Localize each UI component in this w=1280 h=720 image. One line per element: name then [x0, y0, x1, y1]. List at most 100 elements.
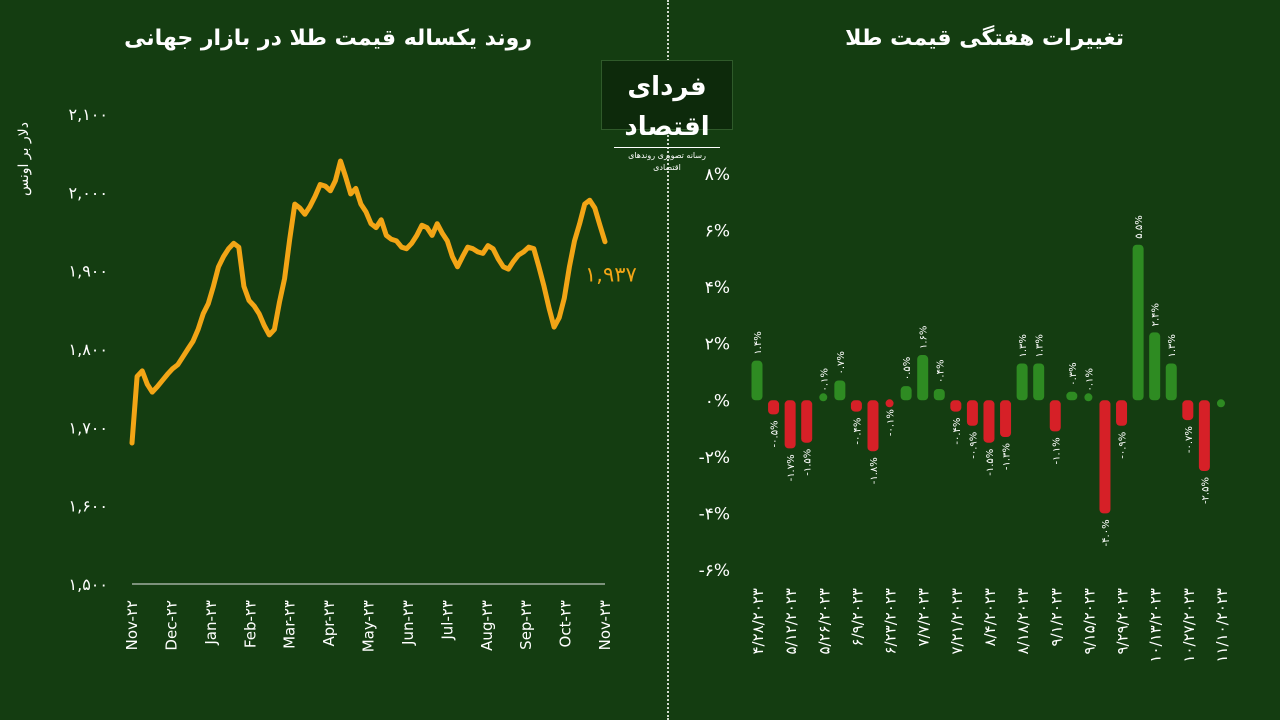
y-tick-label: ۱,۹۰۰	[69, 262, 108, 281]
data-label: -۰.۵%	[770, 420, 781, 447]
line-chart-title: روند یکساله قیمت طلا در بازار جهانی	[124, 26, 532, 51]
x-tick-label: ۸/۴/۲۰۲۳	[981, 588, 999, 646]
data-label: -۴.۰%	[1101, 519, 1112, 546]
data-label: -۰.۹%	[968, 432, 979, 459]
bar	[819, 393, 828, 402]
bar	[801, 400, 813, 443]
x-tick-label: ۶/۲۳/۲۰۲۳	[882, 588, 900, 655]
data-label: -۰.۴%	[852, 418, 863, 445]
data-label: ۰.۵%	[902, 357, 913, 380]
x-tick-label: ۹/۲۹/۲۰۲۳	[1114, 588, 1132, 655]
bar	[885, 399, 894, 408]
x-tick-label: ۸/۱۸/۲۰۲۳	[1014, 588, 1032, 655]
data-label: -۱.۷%	[786, 454, 797, 481]
bar	[966, 400, 978, 426]
x-tick-label: May-۲۳	[360, 600, 378, 652]
x-tick-label: Sep-۲۳	[517, 600, 535, 650]
data-label: ۱.۳%	[1035, 334, 1046, 357]
y-tick-label: ۱,۷۰۰	[69, 418, 108, 437]
x-tick-label: Nov-۲۲	[123, 600, 141, 650]
x-tick-label: Jun-۲۳	[399, 600, 417, 646]
y-tick-label: ۱,۸۰۰	[69, 340, 108, 359]
x-tick-label: Jan-۲۳	[202, 600, 220, 646]
x-tick-label: Feb-۲۳	[241, 600, 259, 648]
x-tick-label: ۶/۹/۲۰۲۳	[848, 588, 866, 646]
bar-chart-title: تغییرات هفتگی قیمت طلا	[845, 26, 1124, 51]
x-tick-label: ۱۰/۲۷/۲۰۲۳	[1180, 588, 1198, 663]
data-label: ۲.۴%	[1151, 303, 1162, 326]
data-label: ۵.۵%	[1134, 215, 1145, 238]
bar	[1132, 244, 1144, 401]
x-tick-label: Nov-۲۳	[596, 600, 614, 650]
x-tick-label: ۵/۱۲/۲۰۲۳	[782, 588, 800, 655]
x-tick-label: Jul-۲۳	[438, 600, 456, 641]
bar	[1182, 400, 1194, 421]
x-tick-label: ۷/۲۱/۲۰۲۳	[948, 588, 966, 655]
data-label: ۱.۴%	[753, 331, 764, 354]
data-label: ۰.۱%	[819, 368, 830, 391]
bar	[834, 380, 846, 401]
data-label: -۰.۱%	[886, 409, 897, 436]
y-tick-label: -۲%	[699, 448, 730, 468]
bar	[1099, 400, 1111, 514]
last-value-label: ۱,۹۳۷	[585, 263, 637, 287]
bar	[1016, 363, 1028, 401]
x-tick-label: Oct-۲۳	[557, 600, 575, 647]
bar	[784, 400, 796, 449]
data-label: ۰.۱%	[1084, 368, 1095, 391]
y-tick-label: ۲,۱۰۰	[69, 105, 108, 124]
bar	[917, 355, 929, 401]
bar	[867, 400, 879, 452]
data-label: ۱.۳%	[1018, 334, 1029, 357]
data-label: -۱.۵%	[985, 449, 996, 476]
x-tick-label: Aug-۲۳	[478, 600, 496, 651]
x-tick-label: ۴/۲۸/۲۰۲۳	[749, 588, 767, 655]
bar	[983, 400, 995, 443]
bar	[1216, 399, 1225, 408]
x-tick-label: Apr-۲۳	[320, 600, 338, 647]
bar	[1149, 332, 1161, 401]
bar	[1116, 400, 1128, 426]
bar	[1084, 393, 1093, 402]
data-label: -۱.۸%	[869, 457, 880, 484]
x-tick-label: ۹/۱۵/۲۰۲۳	[1080, 588, 1098, 655]
bar	[1198, 400, 1210, 471]
data-label: ۰.۳%	[1068, 362, 1079, 385]
y-tick-label: ۴%	[705, 278, 730, 298]
x-tick-label: Mar-۲۳	[281, 600, 299, 649]
bar	[900, 386, 912, 401]
bar	[751, 360, 763, 401]
data-label: -۰.۷%	[1184, 426, 1195, 453]
data-label: ۰.۷%	[836, 351, 847, 374]
y-tick-label: ۸%	[705, 165, 730, 185]
bar	[1000, 400, 1012, 438]
bar	[850, 400, 862, 412]
bar	[1066, 391, 1078, 401]
data-label: ۱.۶%	[919, 326, 930, 349]
y-tick-label: -۴%	[699, 504, 730, 524]
y-tick-label: ۲%	[705, 335, 730, 355]
y-tick-label: ۰%	[705, 391, 730, 411]
data-label: -۰.۴%	[952, 418, 963, 445]
x-tick-label: ۵/۲۶/۲۰۲۳	[815, 588, 833, 655]
y-tick-label: ۱,۵۰۰	[69, 575, 108, 594]
data-label: -۱.۳%	[1002, 443, 1013, 470]
y-tick-label: ۱,۶۰۰	[69, 497, 108, 516]
gold-price-line-chart: ۲,۱۰۰ ۲,۰۰۰ ۱,۹۰۰ ۱,۸۰۰ ۱,۷۰۰ ۱,۶۰۰ ۱,۵۰۰ Nov-۲…	[69, 105, 637, 652]
data-label: ۱.۳%	[1167, 334, 1178, 357]
x-tick-label: ۱۰/۱۳/۲۰۲۳	[1147, 588, 1165, 663]
bar	[933, 388, 945, 401]
brand-logo: فردای اقتصاد رسانه تصویری روندهای اقتصاد…	[601, 60, 733, 172]
data-label: -۰.۹%	[1118, 432, 1129, 459]
bar	[1049, 400, 1061, 432]
gold-price-line	[129, 158, 608, 446]
data-label: -۱.۵%	[803, 449, 814, 476]
data-label: ۰.۴%	[935, 360, 946, 383]
data-label: -۱.۱%	[1051, 437, 1062, 464]
bar	[950, 400, 962, 412]
bar	[1033, 363, 1045, 401]
bar	[1165, 363, 1177, 401]
y-tick-label: -۶%	[699, 561, 730, 581]
